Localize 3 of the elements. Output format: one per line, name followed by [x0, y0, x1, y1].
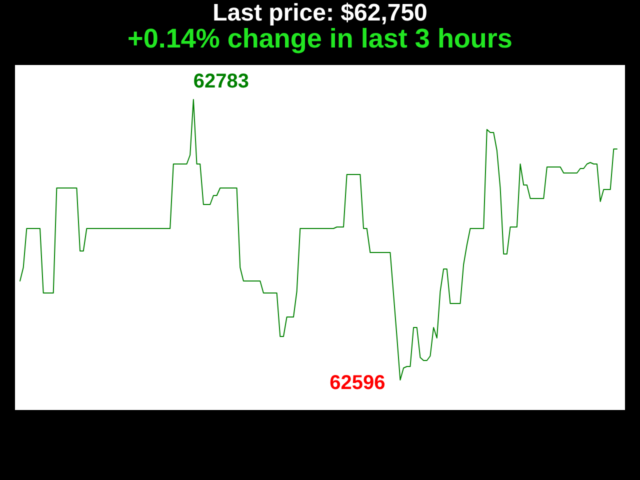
data-label: 62596	[330, 372, 386, 394]
chart-title: Last price: $62,750	[212, 0, 428, 26]
data-label: 62783	[193, 70, 250, 92]
